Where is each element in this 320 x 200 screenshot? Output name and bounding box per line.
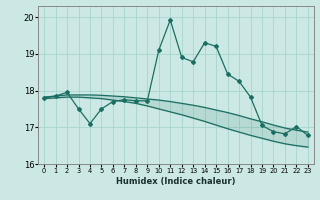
X-axis label: Humidex (Indice chaleur): Humidex (Indice chaleur)	[116, 177, 236, 186]
